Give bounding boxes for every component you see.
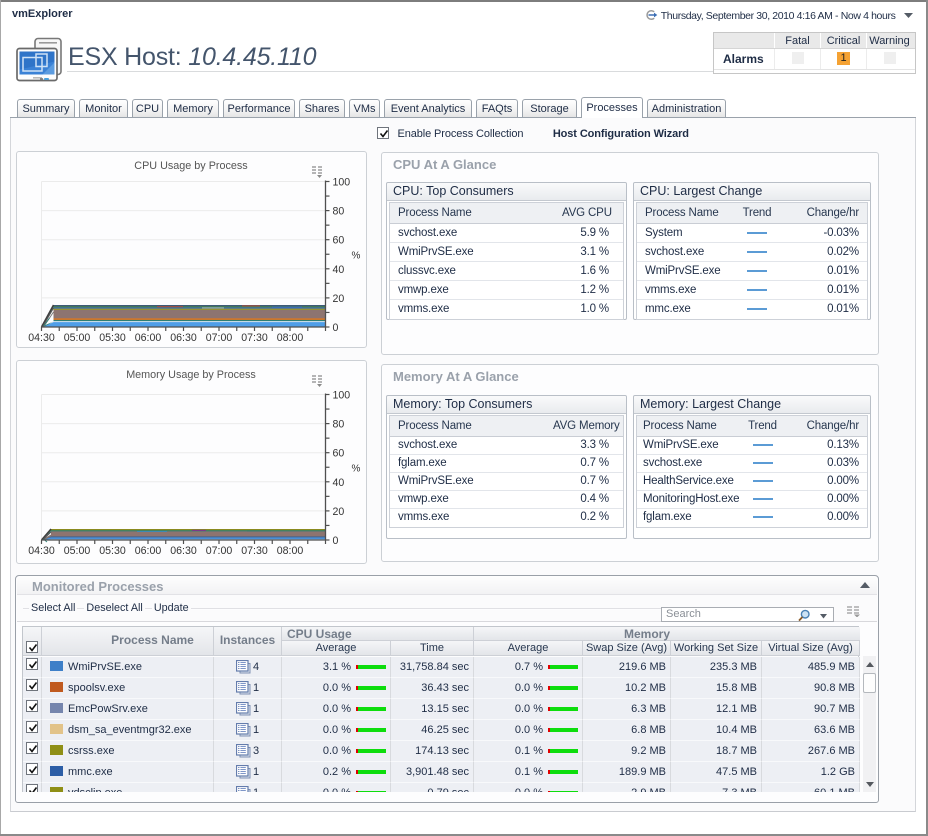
- svg-text:04:30: 04:30: [28, 332, 55, 344]
- svg-text:80: 80: [333, 419, 345, 431]
- svg-text:07:30: 07:30: [241, 545, 268, 557]
- svg-text:%: %: [352, 250, 361, 261]
- svg-text:06:30: 06:30: [170, 545, 197, 557]
- svg-text:05:30: 05:30: [99, 332, 126, 344]
- svg-text:100: 100: [333, 177, 351, 189]
- svg-text:07:00: 07:00: [206, 545, 233, 557]
- svg-text:08:00: 08:00: [277, 332, 304, 344]
- svg-text:CPU Usage by Process: CPU Usage by Process: [134, 160, 248, 172]
- svg-text:%: %: [352, 463, 361, 474]
- svg-text:Memory Usage by Process: Memory Usage by Process: [126, 369, 256, 381]
- svg-text:08:00: 08:00: [277, 545, 304, 557]
- svg-text:60: 60: [333, 235, 345, 247]
- svg-text:0: 0: [333, 322, 339, 334]
- svg-text:06:00: 06:00: [135, 332, 162, 344]
- svg-text:04:30: 04:30: [28, 545, 55, 557]
- svg-text:05:00: 05:00: [64, 545, 91, 557]
- svg-text:100: 100: [333, 390, 351, 402]
- svg-text:05:00: 05:00: [64, 332, 91, 344]
- svg-text:80: 80: [333, 206, 345, 218]
- svg-text:05:30: 05:30: [99, 545, 126, 557]
- svg-text:40: 40: [333, 264, 345, 276]
- svg-text:06:00: 06:00: [135, 545, 162, 557]
- svg-text:0: 0: [333, 535, 339, 547]
- svg-text:06:30: 06:30: [170, 332, 197, 344]
- svg-text:60: 60: [333, 448, 345, 460]
- svg-text:20: 20: [333, 506, 345, 518]
- svg-text:07:00: 07:00: [206, 332, 233, 344]
- svg-text:20: 20: [333, 293, 345, 305]
- svg-text:40: 40: [333, 477, 345, 489]
- svg-text:07:30: 07:30: [241, 332, 268, 344]
